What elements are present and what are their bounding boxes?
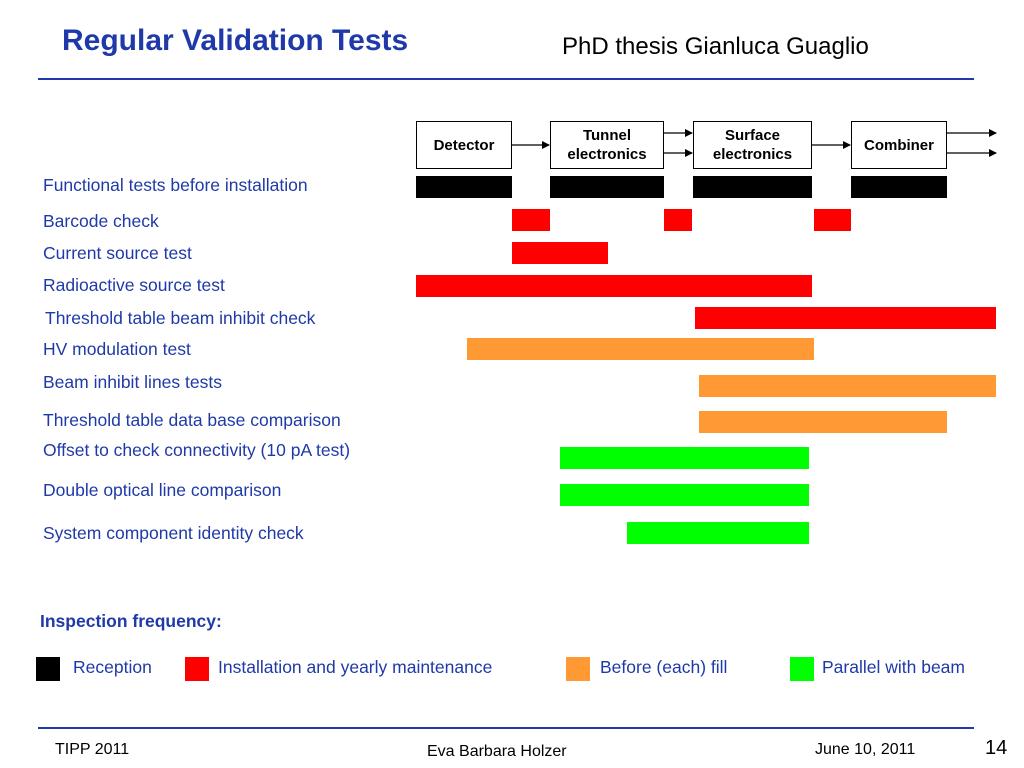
bar-double-optical bbox=[560, 484, 809, 506]
page-number: 14 bbox=[985, 737, 1008, 759]
test-label-double-optical: Double optical line comparison bbox=[43, 480, 282, 500]
test-label-functional: Functional tests before installation bbox=[43, 175, 308, 195]
legend-swatch-installation bbox=[185, 657, 209, 681]
bar-threshold-db-comparison bbox=[699, 411, 947, 433]
legend-label-fill: Before (each) fill bbox=[600, 657, 728, 677]
test-label-radioactive-source: Radioactive source test bbox=[43, 275, 225, 295]
bar-threshold-beam-inhibit bbox=[695, 307, 996, 329]
test-label-barcode: Barcode check bbox=[43, 211, 159, 231]
footer-conference: TIPP 2011 bbox=[55, 741, 130, 758]
bar-barcode-1 bbox=[512, 209, 550, 231]
bar-functional-combiner bbox=[851, 176, 947, 198]
chain-box-detector: Detector bbox=[416, 121, 512, 169]
top-rule bbox=[38, 78, 974, 80]
bar-functional-detector bbox=[416, 176, 512, 198]
test-label-component-identity: System component identity check bbox=[43, 523, 304, 543]
bar-radioactive-source bbox=[416, 275, 812, 297]
legend-heading: Inspection frequency: bbox=[40, 611, 222, 631]
bar-barcode-3 bbox=[814, 209, 851, 231]
legend-label-parallel: Parallel with beam bbox=[822, 657, 965, 677]
legend-swatch-parallel bbox=[790, 657, 814, 681]
test-label-hv-modulation: HV modulation test bbox=[43, 339, 191, 359]
test-label-threshold-beam-inhibit: Threshold table beam inhibit check bbox=[45, 308, 316, 328]
test-label-offset-connectivity: Offset to check connectivity (10 pA test… bbox=[43, 440, 351, 460]
legend-label-reception: Reception bbox=[73, 657, 152, 677]
footer-author: Eva Barbara Holzer bbox=[427, 743, 567, 760]
bar-component-identity bbox=[627, 522, 809, 544]
bar-hv-modulation bbox=[467, 338, 814, 360]
bar-beam-inhibit-lines bbox=[699, 375, 996, 397]
page-subtitle: PhD thesis Gianluca Guaglio bbox=[562, 33, 869, 60]
chain-box-combiner: Combiner bbox=[851, 121, 947, 169]
page-title: Regular Validation Tests bbox=[62, 24, 409, 57]
legend-label-installation: Installation and yearly maintenance bbox=[218, 657, 493, 677]
legend-swatch-reception bbox=[36, 657, 60, 681]
test-label-beam-inhibit-lines: Beam inhibit lines tests bbox=[43, 372, 222, 392]
bar-functional-surface bbox=[693, 176, 812, 198]
legend-swatch-fill bbox=[566, 657, 590, 681]
bar-functional-tunnel bbox=[550, 176, 664, 198]
footer-date: June 10, 2011 bbox=[815, 741, 916, 758]
test-label-current-source: Current source test bbox=[43, 243, 192, 263]
bottom-rule bbox=[38, 727, 974, 729]
bar-offset-connectivity bbox=[560, 447, 809, 469]
chain-box-surface-electronics: Surface electronics bbox=[693, 121, 812, 169]
bar-barcode-2 bbox=[664, 209, 692, 231]
chain-box-tunnel-electronics: Tunnel electronics bbox=[550, 121, 664, 169]
bar-current-source bbox=[512, 242, 608, 264]
test-label-threshold-db-comparison: Threshold table data base comparison bbox=[43, 410, 341, 430]
